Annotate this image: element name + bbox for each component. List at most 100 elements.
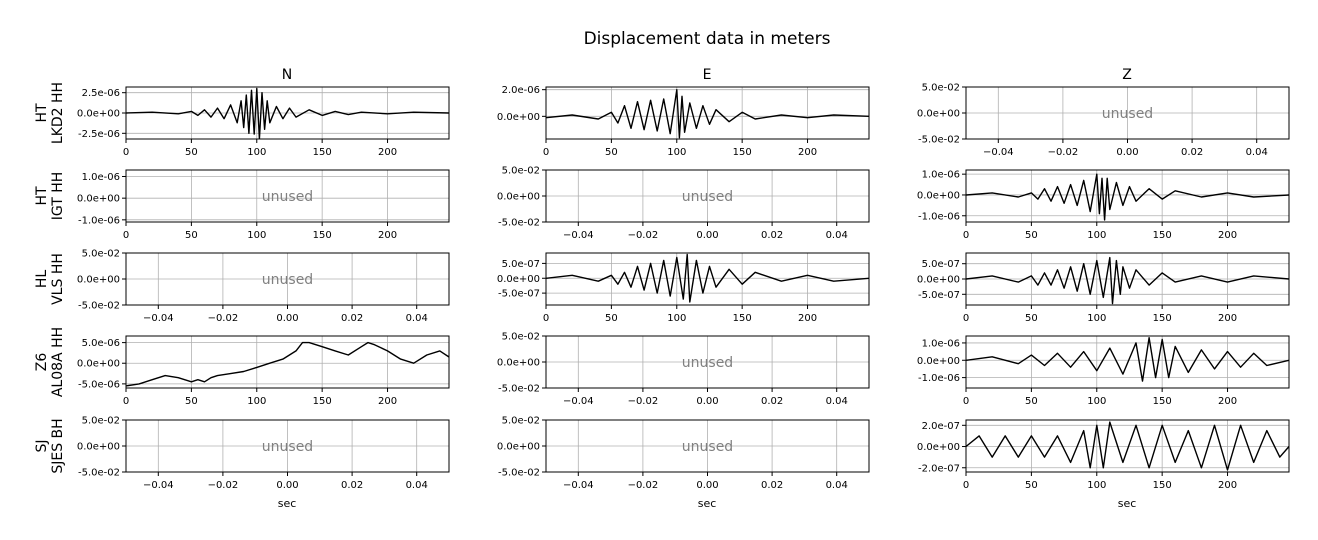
panel-r4-c2: 0 50 100 150 200 2.0e-07 0.0e+00 -2.0e-07: [917, 419, 1290, 491]
y-tick-label: 5.0e-02: [922, 83, 960, 94]
y-tick-label: 5.0e-06: [82, 338, 120, 349]
trace-line: [966, 256, 1289, 305]
trace-line: [966, 337, 1289, 382]
panel-r3-c2: 0 50 100 150 200 1.0e-06 0.0e+00 -1.0e-06: [917, 335, 1290, 407]
axes-frame: [545, 86, 870, 140]
x-tick-label: 0.02: [341, 313, 363, 324]
y-tick-label: -5.0e-07: [918, 290, 960, 301]
x-tick-label: 0.04: [406, 313, 428, 324]
x-tick-label: 0.00: [276, 313, 298, 324]
x-tick-label: 50: [605, 147, 618, 158]
row-label-2: HL VLS HH: [34, 253, 66, 305]
panel-r4-c1: unused −0.04 −0.02 0.00 0.02 0.04 5.0e-02 0.0e+…: [497, 416, 870, 491]
trace-line: [966, 421, 1289, 471]
panel-r0-c1: 0 50 100 150 200 2.0e-06 0.0e+00: [497, 85, 870, 158]
x-tick-label: −0.04: [563, 480, 594, 491]
y-tick-label: 5.0e-02: [82, 416, 120, 427]
y-tick-label: -5.0e-02: [498, 468, 540, 479]
x-tick-label: 0.02: [761, 230, 783, 241]
x-tick-label: 150: [1153, 230, 1172, 241]
x-tick-label: 0: [963, 313, 969, 324]
x-tick-label: 50: [185, 147, 198, 158]
x-tick-label: −0.02: [208, 480, 239, 491]
x-tick-label: 50: [605, 313, 618, 324]
axes-frame: [125, 335, 450, 389]
panel-r1-c0: unused 0 50 100 150 200 1.0e-06 0.0e+00 -1.0e-06: [77, 169, 450, 241]
x-tick-label: 0: [543, 313, 549, 324]
x-tick-label: 50: [1025, 230, 1038, 241]
x-tick-label: 0: [963, 230, 969, 241]
x-tick-label: −0.02: [1048, 147, 1079, 158]
unused-label: unused: [682, 439, 733, 455]
y-tick-label: -5.0e-07: [498, 289, 540, 300]
x-tick-label: −0.02: [628, 230, 659, 241]
x-tick-label: 200: [378, 230, 397, 241]
panel-r2-c0: unused −0.04 −0.02 0.00 0.02 0.04 5.0e-02 0.0e+…: [77, 249, 450, 324]
y-tick-label: 5.0e-02: [502, 166, 540, 177]
axes-frame: [965, 419, 1290, 473]
x-tick-label: −0.02: [628, 396, 659, 407]
y-tick-label: 0.0e+00: [77, 109, 120, 120]
x-tick-label: −0.04: [983, 147, 1014, 158]
trace-line: [546, 89, 869, 139]
y-tick-label: 0.0e+00: [77, 359, 120, 370]
y-tick-label: 5.0e-07: [502, 259, 540, 270]
x-tick-label: 0.04: [406, 480, 428, 491]
axes-frame: [965, 169, 1290, 223]
panel-r0-c2: unused −0.04 −0.02 0.00 0.02 0.04 5.0e-02 0.0e+…: [917, 83, 1290, 158]
row-label-station: LKD2 HH: [50, 82, 66, 144]
x-tick-label: 0.00: [276, 480, 298, 491]
x-tick-label: 0.00: [696, 230, 718, 241]
y-tick-label: 0.0e+00: [77, 275, 120, 286]
unused-label: unused: [262, 189, 313, 205]
y-tick-label: -1.0e-06: [918, 373, 960, 384]
x-tick-label: 150: [313, 396, 332, 407]
y-tick-label: 1.0e-06: [922, 170, 960, 181]
xlabel-z: sec: [1118, 497, 1137, 510]
y-tick-label: -1.0e-06: [918, 211, 960, 222]
x-tick-label: −0.02: [628, 480, 659, 491]
y-tick-label: 0.0e+00: [917, 109, 960, 120]
x-tick-label: 150: [1153, 313, 1172, 324]
y-tick-label: 5.0e-02: [82, 249, 120, 260]
y-tick-label: -2.5e-06: [78, 129, 120, 140]
x-tick-label: 0: [963, 396, 969, 407]
y-tick-label: 2.0e-07: [922, 421, 960, 432]
row-label-1: HT IGT HH: [34, 172, 66, 221]
x-tick-label: 50: [185, 396, 198, 407]
y-tick-label: 5.0e-02: [502, 332, 540, 343]
panel-r4-c0: unused −0.04 −0.02 0.00 0.02 0.04 5.0e-02 0.0e+…: [77, 416, 450, 491]
x-tick-label: 200: [1218, 480, 1237, 491]
x-tick-label: 0.00: [696, 480, 718, 491]
x-tick-label: 0.02: [1181, 147, 1203, 158]
unused-label: unused: [682, 189, 733, 205]
x-tick-label: 50: [1025, 480, 1038, 491]
panel-r1-c1: unused −0.04 −0.02 0.00 0.02 0.04 5.0e-02 0.0e+…: [497, 166, 870, 241]
x-tick-label: −0.04: [143, 313, 174, 324]
row-label-network: HL: [34, 270, 50, 289]
column-title-e: E: [703, 67, 712, 83]
x-tick-label: 100: [1087, 396, 1106, 407]
x-tick-label: 100: [247, 396, 266, 407]
panel-r2-c2: 0 50 100 150 200 5.0e-07 0.0e+00 -5.0e-07: [917, 252, 1290, 324]
y-tick-label: 0.0e+00: [77, 442, 120, 453]
y-tick-label: -5.0e-02: [78, 468, 120, 479]
y-tick-label: 0.0e+00: [497, 358, 540, 369]
x-tick-label: −0.04: [563, 230, 594, 241]
y-tick-label: 0.0e+00: [497, 274, 540, 285]
x-tick-label: −0.04: [143, 480, 174, 491]
x-tick-label: 50: [1025, 396, 1038, 407]
panel-r3-c0: 0 50 100 150 200 5.0e-06 0.0e+00 -5.0e-06: [77, 335, 450, 407]
trace-line: [126, 341, 449, 387]
trace-line: [966, 173, 1289, 221]
x-tick-label: 0.04: [1246, 147, 1268, 158]
y-tick-label: 5.0e-07: [922, 259, 960, 270]
row-label-network: Z6: [34, 353, 50, 372]
column-title-z: Z: [1122, 67, 1132, 83]
figure-title: Displacement data in meters: [584, 29, 831, 49]
row-label-station: AL08A HH: [50, 327, 66, 397]
y-tick-label: 0.0e+00: [917, 442, 960, 453]
row-label-station: SJES BH: [50, 418, 66, 473]
